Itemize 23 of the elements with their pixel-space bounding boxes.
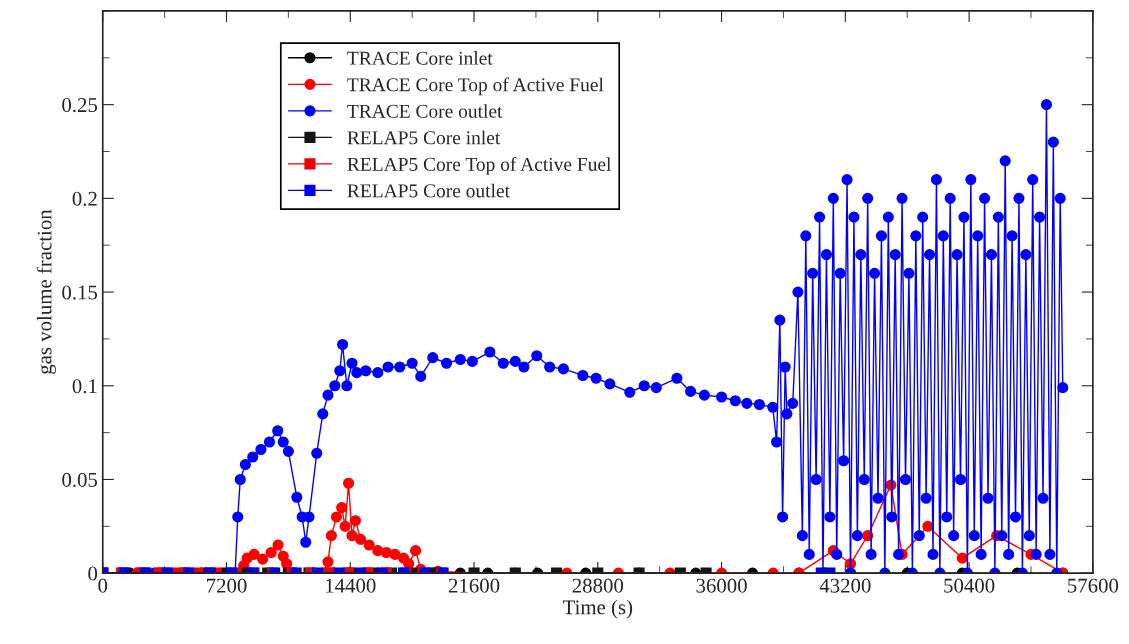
legend-label: TRACE Core Top of Active Fuel bbox=[347, 77, 604, 96]
y-tick-label: 0.25 bbox=[62, 98, 98, 113]
y-tick-label: 0.05 bbox=[62, 472, 98, 487]
legend-label: TRACE Core outlet bbox=[347, 104, 503, 118]
x-tick-label: 36000 bbox=[696, 578, 747, 593]
x-tick-label: 14400 bbox=[326, 578, 376, 593]
legend-label: RELAP5 Core outlet bbox=[347, 183, 510, 198]
legend-label: RELAP5 Core Top of Active Fuel bbox=[347, 157, 612, 175]
x-tick-label: 7200 bbox=[207, 578, 247, 593]
legend-label: TRACE Core inlet bbox=[347, 51, 493, 65]
x-tick-label: 21600 bbox=[448, 578, 500, 593]
y-tick-label: 0 bbox=[88, 566, 98, 581]
x-tick-label: 50400 bbox=[944, 578, 995, 593]
x-tick-label: 0 bbox=[98, 578, 108, 593]
y-tick-label: 0.15 bbox=[62, 285, 98, 300]
x-axis-title: Time (s) bbox=[562, 599, 633, 619]
y-tick-label: 0.2 bbox=[72, 191, 97, 206]
y-axis-title: gas volume fraction bbox=[36, 209, 56, 374]
x-tick-label: 57600 bbox=[1068, 578, 1119, 593]
x-tick-label: 43200 bbox=[819, 578, 871, 593]
y-tick-label: 0.1 bbox=[72, 379, 97, 394]
legend-label: RELAP5 Core inlet bbox=[347, 130, 501, 145]
x-tick-label: 28800 bbox=[572, 578, 624, 593]
